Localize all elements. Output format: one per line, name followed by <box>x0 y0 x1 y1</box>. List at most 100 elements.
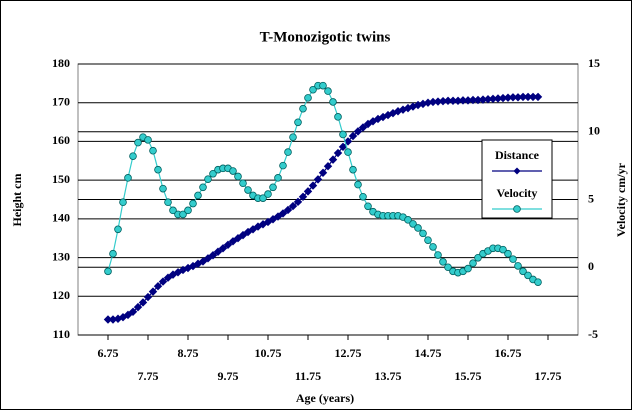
legend-label: Distance <box>495 148 540 162</box>
data-point <box>319 81 327 90</box>
data-point <box>534 278 542 286</box>
data-point <box>323 161 333 171</box>
y2-tick-label: 0 <box>588 259 594 273</box>
data-point <box>114 225 122 234</box>
data-point <box>524 271 532 280</box>
data-point <box>353 127 363 136</box>
data-point <box>209 169 217 178</box>
data-point <box>328 155 338 164</box>
x-tick-label: 9.75 <box>218 369 239 383</box>
data-point <box>289 133 297 141</box>
data-point <box>364 202 372 211</box>
data-point <box>144 136 152 144</box>
data-point <box>263 217 273 227</box>
x-tick-label: 8.75 <box>178 346 199 360</box>
data-point <box>509 255 517 263</box>
data-point <box>329 98 337 106</box>
data-point <box>268 215 278 224</box>
y-tick-label: 150 <box>52 172 70 186</box>
x-tick-label: 14.75 <box>415 346 442 360</box>
data-point <box>154 165 162 174</box>
data-point <box>349 165 357 174</box>
data-point <box>104 267 112 276</box>
data-point <box>189 199 197 208</box>
y-tick-label: 120 <box>52 288 70 302</box>
y2-tick-label: -5 <box>588 327 598 341</box>
data-point <box>288 201 298 211</box>
data-point <box>129 152 137 160</box>
data-point <box>164 198 172 207</box>
data-point <box>464 264 472 273</box>
data-point <box>134 138 142 147</box>
data-point <box>213 247 223 256</box>
data-point <box>204 175 212 183</box>
data-point <box>294 118 302 127</box>
data-point <box>313 175 323 184</box>
y2-tick-label: 5 <box>588 191 594 205</box>
data-point <box>304 94 312 102</box>
data-point <box>469 259 477 267</box>
y2-tick-label: 10 <box>588 124 600 138</box>
data-point <box>343 137 353 146</box>
data-point <box>143 292 153 302</box>
x-tick-label: 7.75 <box>138 369 159 383</box>
data-point <box>158 277 168 286</box>
y-axis-title: Height cm <box>10 174 24 227</box>
data-point <box>414 224 422 232</box>
data-point <box>153 282 163 291</box>
data-point <box>363 119 373 129</box>
x-tick-label: 17.75 <box>535 369 562 383</box>
data-point <box>198 257 208 266</box>
x-tick-label: 13.75 <box>375 369 402 383</box>
y-tick-label: 140 <box>52 211 70 225</box>
data-point <box>149 146 157 155</box>
data-point <box>424 236 432 244</box>
data-point <box>318 168 328 177</box>
y-tick-label: 160 <box>52 133 70 147</box>
y-tick-label: 130 <box>52 249 70 263</box>
data-point <box>259 194 267 202</box>
x-tick-label: 11.75 <box>295 369 321 383</box>
data-point <box>409 220 417 228</box>
data-point <box>514 262 522 270</box>
y2-axis-title: Velocity cm/yr <box>614 162 628 237</box>
data-point <box>504 249 512 258</box>
data-point <box>243 227 253 237</box>
data-point <box>109 249 117 258</box>
legend-marker <box>513 167 521 175</box>
data-point <box>334 113 342 121</box>
data-point <box>239 179 247 188</box>
data-point <box>234 172 242 181</box>
data-point <box>324 87 332 95</box>
data-point <box>499 245 507 254</box>
data-point <box>133 302 143 312</box>
data-point <box>184 206 192 215</box>
data-point <box>223 240 233 250</box>
data-point <box>298 192 308 201</box>
data-point <box>163 273 173 282</box>
data-point <box>404 216 412 224</box>
data-point <box>278 209 288 218</box>
data-point <box>284 148 292 156</box>
data-point <box>248 225 258 234</box>
data-point <box>148 287 158 296</box>
data-point <box>119 198 127 207</box>
data-point <box>519 267 527 276</box>
data-point <box>274 174 282 182</box>
data-point <box>333 148 343 158</box>
data-point <box>199 183 207 192</box>
data-point <box>419 229 427 238</box>
data-point <box>244 186 252 194</box>
y-tick-label: 170 <box>52 94 70 108</box>
data-point <box>159 184 167 193</box>
data-point <box>218 244 228 253</box>
data-point <box>354 180 362 189</box>
data-point <box>124 174 132 182</box>
data-point <box>138 298 148 307</box>
y-tick-label: 180 <box>52 56 70 70</box>
data-point <box>283 205 293 215</box>
series <box>103 92 543 324</box>
data-point <box>359 192 367 201</box>
data-point <box>344 148 352 156</box>
data-point <box>169 206 177 215</box>
